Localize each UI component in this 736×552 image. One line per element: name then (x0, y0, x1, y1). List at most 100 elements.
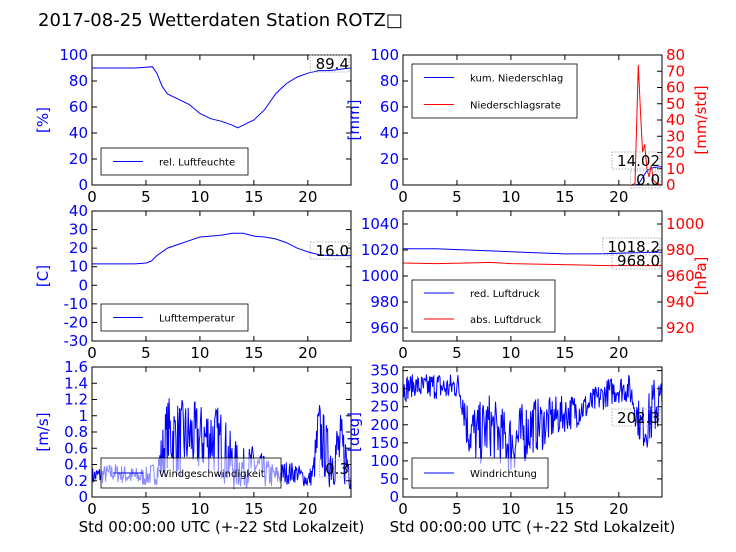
y2-tick-label: 40 (666, 111, 685, 129)
x-tick-label: 15 (244, 188, 263, 206)
y-axis-label: [m/s] (34, 412, 52, 451)
y-tick-label: 150 (370, 434, 399, 452)
y-tick-label: 350 (370, 362, 399, 380)
y-tick-label: 1.4 (64, 374, 88, 392)
y-tick-label: 0 (389, 488, 399, 506)
y-tick-label: 0 (389, 176, 399, 194)
y2-tick-label: 60 (666, 79, 685, 97)
legend-frame (411, 63, 578, 119)
y-tick-label: 50 (380, 470, 399, 488)
y-tick-label: 40 (69, 202, 88, 220)
legend-entry: rel. Luftfeuchte (159, 158, 235, 169)
legend: Windgeschwindigkeit (100, 457, 282, 489)
y-axis-label: [%] (34, 107, 52, 133)
x-tick-label: 10 (190, 344, 209, 362)
last-value-box (611, 251, 661, 270)
y-tick-label: 0.8 (64, 423, 88, 441)
legend-entry: abs. Luftdruck (470, 315, 541, 326)
axes-frame (402, 366, 663, 498)
x-tick-label: 10 (501, 344, 520, 362)
x-tick-label: 20 (609, 344, 628, 362)
plot-area (92, 66, 351, 129)
legend-entry: red. Luftdruck (470, 289, 540, 300)
x-tick-label: 20 (298, 344, 317, 362)
y-tick-label: 40 (380, 124, 399, 142)
legend: red. Luftdruck abs. Luftdruck (411, 279, 556, 333)
axes-frame (91, 54, 352, 186)
y2-tick-label: 80 (666, 46, 685, 64)
legend-frame (411, 279, 556, 333)
y2-axis-label: [hPa] (692, 257, 710, 296)
legend: Windrichtung (411, 457, 549, 489)
y-tick-label: 1020 (361, 241, 399, 259)
x-tick-label: 10 (190, 500, 209, 518)
y-tick-label: 200 (370, 416, 399, 434)
last-value-label: 0.3 (325, 460, 349, 478)
y2-tick-label: 920 (666, 319, 695, 337)
y-tick-label: 0 (78, 276, 88, 294)
series-line-1 (403, 248, 662, 255)
x-tick-label: 0 (398, 500, 408, 518)
x-tick-label: 15 (555, 188, 574, 206)
legend: rel. Luftfeuchte (100, 147, 249, 176)
x-tick-label: 0 (87, 500, 97, 518)
x-tick-label: 15 (555, 344, 574, 362)
last-value-label: 1018.2 (608, 238, 661, 256)
y-axis-label: [deg] (345, 412, 363, 452)
y-tick-label: 20 (380, 150, 399, 168)
y2-tick-label: 960 (666, 267, 695, 285)
series-line-1 (403, 166, 662, 185)
y2-tick-label: 20 (666, 144, 685, 162)
y2-tick-label: 1000 (666, 215, 704, 233)
y-tick-label: 0 (78, 176, 88, 194)
legend-entry: Niederschlagsrate (470, 101, 561, 112)
legend: kum. Niederschlag Niederschlagsrate (411, 63, 578, 119)
x-axis-label: Std 00:00:00 UTC (+-22 Std Lokalzeit) (79, 518, 365, 536)
y-tick-label: 250 (370, 398, 399, 416)
x-tick-label: 5 (452, 344, 462, 362)
last-value-box (309, 54, 350, 73)
x-tick-label: 10 (190, 188, 209, 206)
y-axis-label: [mm] (345, 100, 363, 141)
x-tick-label: 10 (501, 188, 520, 206)
legend-entry: kum. Niederschlag (470, 74, 563, 85)
x-tick-label: 20 (609, 500, 628, 518)
y-tick-label: 100 (370, 452, 399, 470)
x-tick-label: 0 (87, 344, 97, 362)
last-value-box (602, 237, 661, 256)
y-tick-label: 980 (370, 293, 399, 311)
y2-tick-label: 0 (666, 176, 676, 194)
y2-tick-label: 10 (666, 160, 685, 178)
last-value-label: 16.0 (316, 242, 349, 260)
last-value-label: 14.02 (617, 152, 660, 170)
y2-tick-label: 30 (666, 127, 685, 145)
x-tick-label: 5 (141, 500, 151, 518)
legend: Lufttemperatur (100, 303, 249, 332)
panel-2: 0 5 10 15 2002040608010001020304050607080[mm… (345, 46, 710, 206)
y-tick-label: -20 (64, 313, 89, 331)
x-tick-label: 0 (398, 344, 408, 362)
x-tick-label: 0 (398, 188, 408, 206)
x-tick-label: 15 (244, 344, 263, 362)
y-tick-label: 960 (370, 319, 399, 337)
x-tick-label: 15 (555, 500, 574, 518)
y-tick-label: 60 (380, 98, 399, 116)
y-tick-label: 0.6 (64, 439, 88, 457)
y-tick-label: -30 (64, 332, 89, 350)
panel-5: 0 5 10 15 2000.20.40.60.811.21.41.6[m/s]Std … (34, 358, 364, 536)
last-value-label: 89.4 (316, 55, 349, 73)
last-value-box (318, 459, 350, 478)
panel-4: 0 5 10 15 20 960 980 1000 1020 1040 920 940 960 980 10… (361, 210, 710, 362)
y-tick-label: 300 (370, 380, 399, 398)
y2-tick-label: 70 (666, 62, 685, 80)
y-tick-label: 0.2 (64, 472, 88, 490)
legend-entry: Lufttemperatur (159, 314, 236, 325)
x-tick-label: 0 (87, 188, 97, 206)
y-tick-label: 80 (380, 72, 399, 90)
last-value-box (611, 408, 661, 427)
plot-area (403, 374, 662, 470)
y-axis-label: [C] (34, 265, 52, 287)
y-tick-label: -10 (64, 295, 89, 313)
